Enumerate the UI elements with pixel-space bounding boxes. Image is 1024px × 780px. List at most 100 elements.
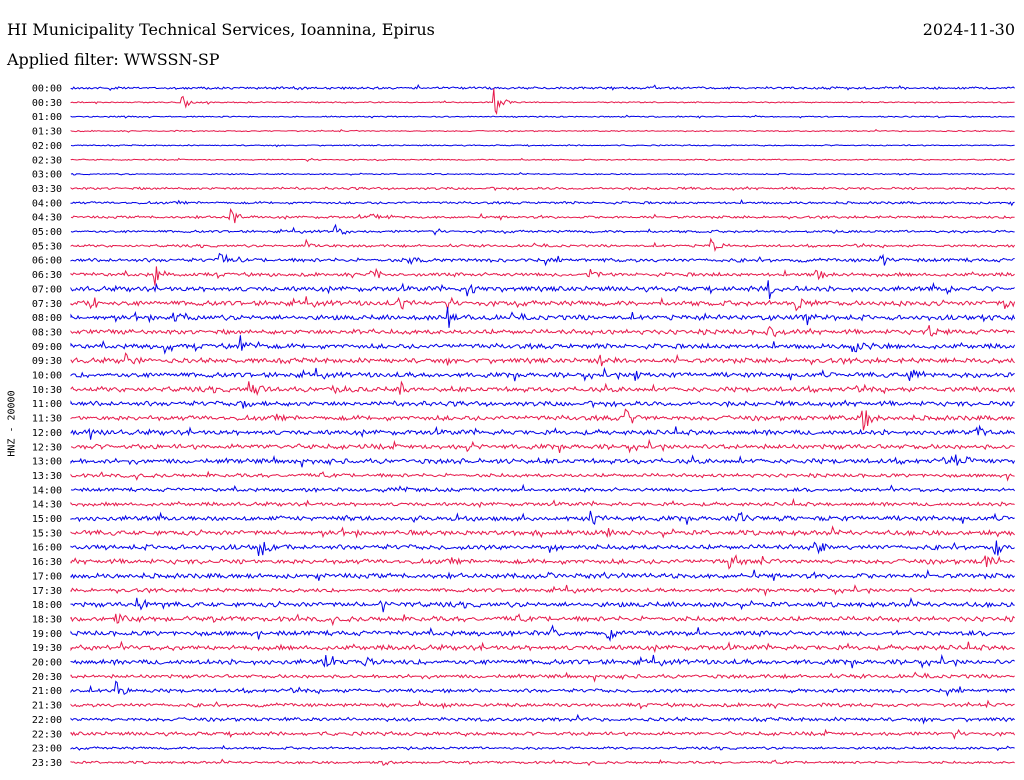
- row-label: 12:30: [32, 442, 62, 453]
- trace-line: [70, 266, 1015, 286]
- trace-line: [70, 510, 1015, 525]
- row-label: 11:30: [32, 414, 62, 425]
- trace-line: [70, 713, 1015, 725]
- row-label: 22:00: [32, 715, 62, 726]
- trace-line: [70, 252, 1015, 267]
- trace-line: [70, 744, 1015, 752]
- trace-line: [70, 470, 1015, 482]
- trace-line: [70, 584, 1015, 597]
- chart-title: HI Municipality Technical Services, Ioan…: [7, 20, 435, 39]
- row-label: 16:30: [32, 557, 62, 568]
- row-label: 04:30: [32, 213, 62, 224]
- trace-line: [70, 223, 1015, 236]
- trace-line: [70, 680, 1015, 697]
- row-label: 08:30: [32, 327, 62, 338]
- trace-line: [70, 366, 1015, 382]
- row-label: 02:00: [32, 141, 62, 152]
- trace-line: [70, 438, 1015, 454]
- row-label: 23:30: [32, 758, 62, 769]
- chart-date: 2024-11-30: [922, 20, 1015, 39]
- row-label: 23:00: [32, 744, 62, 755]
- trace-line: [70, 408, 1015, 431]
- trace-line: [70, 624, 1015, 642]
- row-label: 14:30: [32, 500, 62, 511]
- row-label: 02:30: [32, 155, 62, 166]
- row-label: 17:00: [32, 571, 62, 582]
- row-label: 05:00: [32, 227, 62, 238]
- trace-line: [70, 128, 1015, 133]
- trace-line: [70, 296, 1016, 312]
- trace-line: [70, 199, 1015, 207]
- trace-line: [70, 83, 1015, 91]
- trace-line: [70, 399, 1015, 409]
- row-label: 18:30: [32, 614, 62, 625]
- trace-line: [70, 88, 1015, 116]
- trace-line: [70, 596, 1015, 613]
- row-label: 00:00: [32, 84, 62, 95]
- row-label: 16:00: [32, 543, 62, 554]
- trace-line: [70, 186, 1015, 192]
- row-label: 09:00: [32, 342, 62, 353]
- trace-line: [70, 640, 1015, 654]
- row-label: 15:00: [32, 514, 62, 525]
- trace-line: [70, 728, 1016, 740]
- row-label: 15:30: [32, 528, 62, 539]
- row-label: 21:30: [32, 701, 62, 712]
- row-label: 17:30: [32, 586, 62, 597]
- row-label: 09:30: [32, 356, 62, 367]
- row-label: 10:30: [32, 385, 62, 396]
- row-label: 06:30: [32, 270, 62, 281]
- row-label: 03:00: [32, 170, 62, 181]
- trace-line: [70, 325, 1015, 338]
- row-label: 05:30: [32, 241, 62, 252]
- trace-line: [70, 525, 1015, 539]
- row-label: 01:30: [32, 127, 62, 138]
- row-label: 06:00: [32, 256, 62, 267]
- row-label: 20:30: [32, 672, 62, 683]
- trace-line: [70, 352, 1015, 367]
- trace-line: [70, 171, 1015, 176]
- row-label: 00:30: [32, 98, 62, 109]
- row-label: 13:30: [32, 471, 62, 482]
- row-label: 13:00: [32, 457, 62, 468]
- trace-line: [70, 483, 1015, 493]
- trace-line: [70, 144, 1015, 148]
- row-label: 14:00: [32, 485, 62, 496]
- trace-line: [70, 335, 1016, 355]
- trace-line: [70, 454, 1016, 468]
- row-label: 19:30: [32, 643, 62, 654]
- row-label: 11:00: [32, 399, 62, 410]
- trace-line: [70, 671, 1015, 683]
- trace-line: [70, 157, 1015, 163]
- trace-line: [70, 540, 1015, 556]
- filter-label: Applied filter: WWSSN-SP: [7, 50, 220, 69]
- trace-line: [70, 114, 1015, 119]
- row-label: 07:00: [32, 284, 62, 295]
- row-label: 12:00: [32, 428, 62, 439]
- trace-line: [70, 237, 1016, 252]
- row-label: 10:00: [32, 371, 62, 382]
- row-label: 03:30: [32, 184, 62, 195]
- trace-line: [70, 424, 1016, 440]
- row-label: 19:00: [32, 629, 62, 640]
- row-label: 18:00: [32, 600, 62, 611]
- trace-line: [70, 380, 1016, 397]
- trace-line: [70, 758, 1015, 767]
- trace-line: [70, 554, 1015, 570]
- trace-line: [70, 568, 1015, 581]
- row-label: 20:00: [32, 658, 62, 669]
- row-label: 07:30: [32, 299, 62, 310]
- trace-line: [70, 207, 1015, 224]
- row-label: 21:00: [32, 686, 62, 697]
- trace-line: [70, 653, 1015, 669]
- trace-line: [70, 612, 1015, 627]
- trace-line: [70, 306, 1016, 328]
- row-label: 22:30: [32, 729, 62, 740]
- trace-line: [70, 497, 1015, 509]
- row-label: 01:00: [32, 112, 62, 123]
- trace-line: [70, 699, 1015, 710]
- row-label: 08:00: [32, 313, 62, 324]
- trace-line: [70, 280, 1015, 300]
- row-label: 04:00: [32, 198, 62, 209]
